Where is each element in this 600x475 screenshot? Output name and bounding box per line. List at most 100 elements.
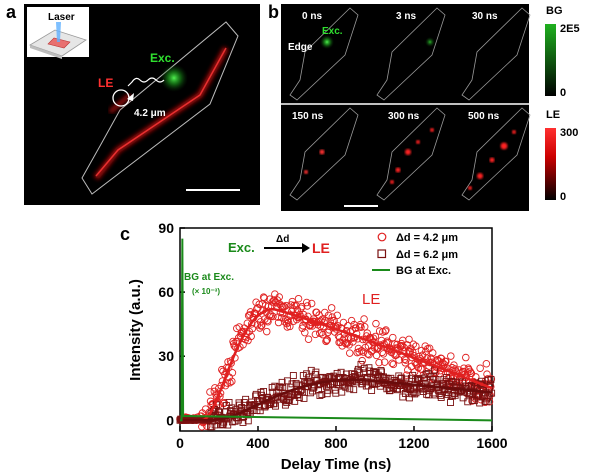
bg-excitation-line bbox=[180, 238, 493, 422]
legend-marker-d42 bbox=[377, 232, 387, 242]
data-point-d42 bbox=[476, 364, 484, 372]
panel-a: Exc. LE 4.2 μm Laser bbox=[24, 4, 260, 205]
annotation-arrowhead bbox=[302, 243, 310, 253]
bg-colorbar-min: 0 bbox=[560, 87, 566, 99]
le-colorbar bbox=[545, 128, 556, 200]
panel-label-b: b bbox=[268, 2, 279, 22]
annotation-dd: Δd bbox=[276, 234, 289, 245]
data-point-d42 bbox=[482, 359, 491, 368]
time-label-500ns: 500 ns bbox=[468, 111, 500, 122]
data-point-d42 bbox=[264, 317, 272, 326]
data-point-d42 bbox=[382, 326, 390, 334]
data-point-d42 bbox=[256, 324, 264, 332]
data-point-d42 bbox=[410, 368, 419, 376]
data-point-d62 bbox=[256, 407, 264, 415]
annotation-exc: Exc. bbox=[228, 240, 255, 255]
data-point-d42 bbox=[409, 340, 418, 348]
bg-colorbar-title: BG bbox=[546, 5, 563, 17]
data-point-d42 bbox=[339, 318, 348, 327]
y-tick-label: 0 bbox=[166, 412, 174, 428]
data-point-d42 bbox=[357, 323, 365, 332]
data-point-d42 bbox=[364, 350, 372, 358]
data-point-d42 bbox=[388, 359, 396, 367]
legend: Δd = 4.2 μm Δd = 6.2 μm BG at Exc. bbox=[372, 232, 458, 277]
legend-label-bg: BG at Exc. bbox=[396, 265, 451, 277]
data-point-d42 bbox=[312, 308, 321, 317]
time-label-30ns: 30 ns bbox=[472, 11, 498, 22]
data-point-d42 bbox=[418, 365, 426, 374]
data-point-d62 bbox=[422, 371, 430, 379]
time-label-300ns: 300 ns bbox=[388, 111, 420, 122]
y-tick-label: 90 bbox=[158, 220, 174, 236]
data-point-d42 bbox=[274, 313, 282, 321]
time-label-3ns: 3 ns bbox=[396, 11, 416, 22]
data-point-d42 bbox=[327, 304, 336, 312]
data-point-d42 bbox=[412, 342, 420, 350]
data-point-d42 bbox=[282, 301, 290, 310]
panel-label-a: a bbox=[6, 2, 17, 22]
bg-colorbar-max: 2E5 bbox=[560, 23, 580, 35]
data-point-d62 bbox=[318, 391, 326, 398]
le-colorbar-max: 300 bbox=[560, 127, 578, 139]
data-point-d42 bbox=[257, 321, 266, 330]
data-point-d42 bbox=[248, 324, 257, 333]
crystal-icon bbox=[47, 37, 71, 49]
data-point-d42 bbox=[447, 352, 455, 360]
x-tick-label: 0 bbox=[176, 435, 184, 451]
data-point-d42 bbox=[307, 299, 316, 308]
fit-curve-d42 bbox=[180, 307, 493, 422]
excitation-spot bbox=[160, 64, 188, 92]
data-point-d42 bbox=[432, 368, 440, 377]
data-point-d42 bbox=[347, 316, 356, 325]
data-point-d42 bbox=[228, 377, 236, 386]
data-point-d62 bbox=[476, 399, 484, 407]
data-point-d62 bbox=[272, 402, 279, 410]
data-point-d62 bbox=[378, 368, 386, 376]
data-point-d42 bbox=[292, 302, 300, 310]
data-point-d42 bbox=[343, 339, 351, 347]
data-point-d62 bbox=[487, 376, 495, 383]
data-point-d42 bbox=[421, 342, 429, 350]
le-curve-label: LE bbox=[362, 291, 380, 308]
data-point-d42 bbox=[371, 332, 380, 341]
data-point-d42 bbox=[275, 293, 283, 301]
data-point-d62 bbox=[443, 374, 450, 381]
data-point-d62 bbox=[342, 370, 350, 378]
data-point-d42 bbox=[398, 341, 406, 350]
data-point-d42 bbox=[379, 350, 388, 358]
data-point-d42 bbox=[297, 302, 306, 311]
data-point-d62 bbox=[356, 369, 364, 377]
time-label-0ns: 0 ns bbox=[302, 11, 322, 22]
x-tick-label: 800 bbox=[324, 435, 348, 451]
le-label: LE bbox=[98, 76, 113, 90]
axis-ticks: 0 400 800 1200 1600 0 30 60 90 bbox=[158, 220, 507, 451]
x-tick-label: 1600 bbox=[476, 435, 507, 451]
data-point-d42 bbox=[319, 330, 327, 339]
laser-inset-label: Laser bbox=[48, 12, 75, 23]
bg-annotation: BG at Exc. bbox=[184, 272, 234, 283]
panel-c-chart: 0 400 800 1200 1600 0 30 60 90 Delay Time (ns) I… bbox=[127, 220, 508, 473]
data-point-d42 bbox=[404, 346, 413, 355]
data-point-d42 bbox=[206, 388, 214, 396]
data-point-d42 bbox=[269, 312, 277, 321]
data-point-d62 bbox=[464, 398, 472, 406]
data-point-d62 bbox=[300, 394, 308, 402]
data-point-d62 bbox=[260, 388, 267, 395]
data-point-d62 bbox=[337, 368, 345, 376]
data-point-d42 bbox=[271, 298, 280, 306]
data-point-d42 bbox=[389, 333, 397, 342]
data-point-d62 bbox=[437, 394, 445, 401]
data-point-d62 bbox=[483, 398, 491, 406]
data-point-d42 bbox=[389, 360, 398, 369]
data-point-d62 bbox=[411, 390, 419, 398]
red-edge-glow-upper bbox=[108, 93, 132, 114]
data-point-d42 bbox=[383, 337, 391, 345]
data-point-d62 bbox=[307, 366, 315, 374]
bg-colorbar bbox=[545, 24, 556, 96]
data-point-d62 bbox=[350, 386, 358, 394]
distance-label: 4.2 μm bbox=[134, 108, 166, 119]
data-point-d62 bbox=[326, 373, 334, 380]
data-point-d42 bbox=[262, 327, 271, 336]
data-point-d62 bbox=[425, 391, 433, 399]
data-point-d42 bbox=[280, 302, 288, 311]
